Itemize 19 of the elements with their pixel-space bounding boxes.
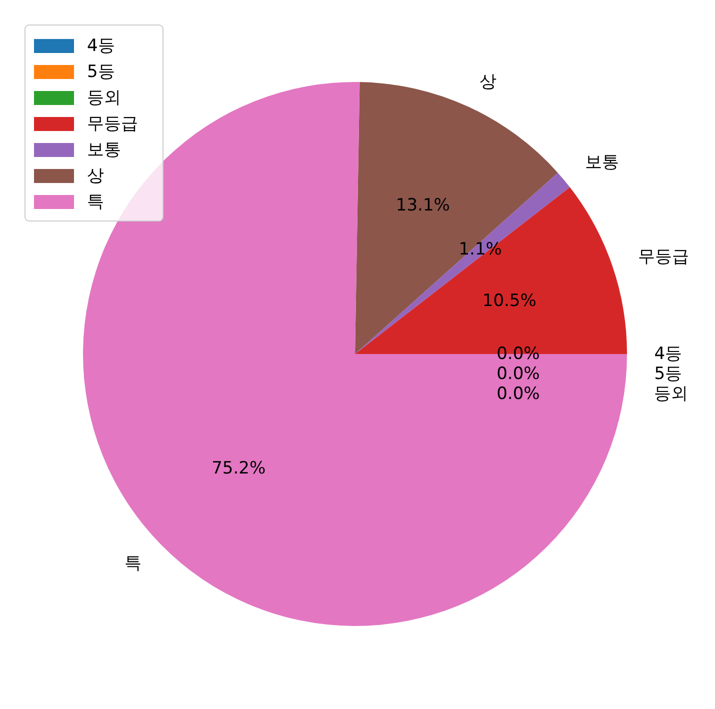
category-label: 등외 [654, 384, 688, 404]
slice-label: 상 [480, 72, 497, 92]
text: 0.0% [496, 384, 540, 404]
legend-label: 상 [87, 166, 104, 186]
slice-label: 보통 [584, 152, 619, 172]
slice-label: 특 [124, 554, 142, 574]
legend-label: 특 [87, 192, 104, 212]
legend-label: 등외 [87, 88, 121, 108]
legend-label: 5등 [87, 62, 115, 82]
data-label: 75.2% [212, 458, 266, 478]
slice-label: 무등급 [638, 246, 690, 267]
category-label: 4등 [654, 344, 682, 364]
legend-label: 보통 [87, 140, 121, 160]
data-label: 10.5% [482, 291, 536, 312]
category-label: 5등 [654, 364, 682, 384]
text: 0.0% [496, 364, 540, 384]
legend-label: 4등 [87, 36, 115, 56]
data-label: 13.1% [396, 196, 450, 216]
legend-label: 무등급 [87, 114, 138, 134]
